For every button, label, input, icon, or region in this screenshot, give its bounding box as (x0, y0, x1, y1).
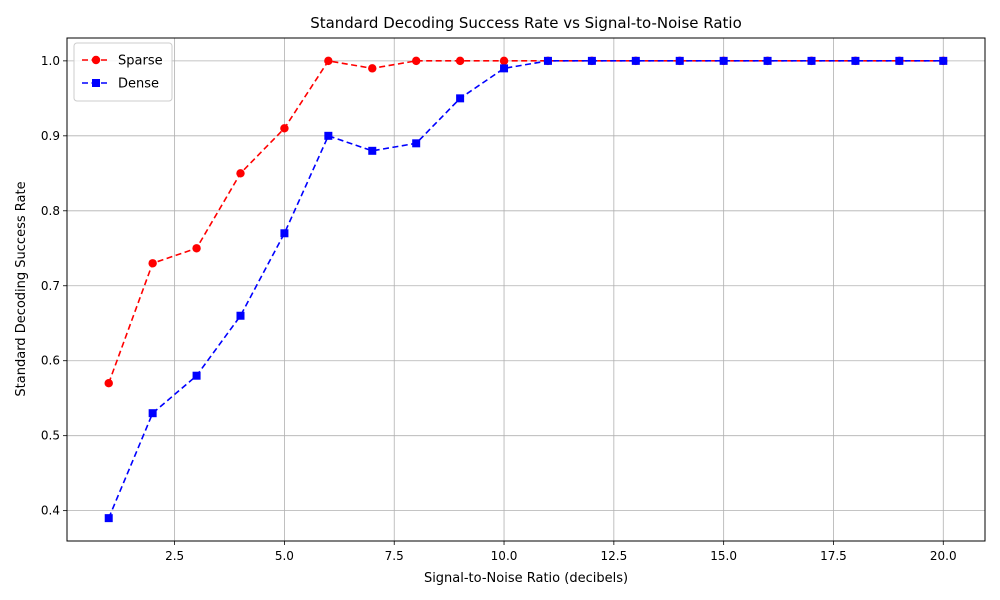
x-tick-label: 5.0 (275, 549, 294, 563)
legend: Sparse Dense (73, 42, 173, 102)
data-point-dense (587, 56, 596, 65)
x-tick-label: 15.0 (710, 549, 737, 563)
x-tick-label: 17.5 (820, 549, 847, 563)
legend-swatch-marker (92, 79, 100, 87)
data-point-dense (895, 56, 904, 65)
legend-box (73, 42, 173, 102)
data-point-dense (807, 56, 816, 65)
data-point-dense (280, 229, 289, 238)
y-tick-label: 0.4 (41, 504, 60, 518)
y-tick-label: 0.8 (41, 204, 60, 218)
x-tick-label: 20.0 (930, 549, 957, 563)
series-line-sparse (107, 59, 944, 384)
axis-ticks: 2.5 5.0 7.5 10.0 12.5 15.0 17.5 20.0 0.4 0.5 0.6 0.… (41, 54, 957, 563)
data-point-dense (456, 94, 465, 103)
data-point-sparse (499, 56, 509, 66)
grid-lines (67, 38, 985, 541)
y-axis-label: Standard Decoding Success Rate (14, 181, 29, 396)
data-point-dense (851, 56, 860, 65)
legend-item-dense: Dense (82, 77, 159, 92)
data-point-sparse (104, 379, 113, 388)
legend-label: Dense (118, 77, 159, 92)
data-point-sparse (455, 56, 465, 66)
data-point-sparse (236, 169, 245, 178)
plot-area-frame (66, 37, 986, 542)
data-point-sparse (324, 56, 333, 66)
x-tick-label: 12.5 (600, 549, 627, 563)
y-tick-label: 0.9 (41, 129, 60, 143)
series-dense (104, 56, 948, 523)
series-sparse (104, 56, 948, 388)
y-tick-label: 0.7 (41, 279, 60, 293)
chart-title: Standard Decoding Success Rate vs Signal… (310, 14, 742, 32)
legend-label: Sparse (118, 54, 163, 69)
data-point-dense (412, 139, 421, 148)
x-tick-label: 7.5 (385, 549, 404, 563)
y-tick-label: 1.0 (41, 54, 60, 68)
x-tick-label: 10.0 (491, 549, 518, 563)
x-axis-label: Signal-to-Noise Ratio (decibels) (424, 571, 628, 586)
data-point-dense (675, 56, 684, 65)
data-point-sparse (192, 244, 201, 253)
series-line-dense (107, 60, 944, 519)
data-point-dense (104, 514, 113, 523)
data-point-sparse (280, 124, 289, 133)
y-tick-label: 0.6 (41, 354, 60, 368)
data-point-sparse (368, 64, 377, 73)
data-point-dense (324, 131, 333, 140)
y-tick-label: 0.5 (41, 429, 60, 443)
legend-swatch-marker (91, 55, 101, 65)
legend-item-sparse: Sparse (82, 54, 163, 69)
data-point-sparse (148, 259, 157, 268)
x-tick-label: 2.5 (165, 549, 184, 563)
data-point-dense (631, 56, 640, 65)
data-series (104, 56, 948, 523)
data-point-dense (500, 64, 509, 73)
data-point-dense (236, 311, 245, 320)
data-point-dense (192, 371, 201, 380)
data-point-dense (543, 56, 552, 65)
data-point-dense (763, 56, 772, 65)
data-point-dense (719, 56, 728, 65)
data-point-dense (368, 146, 377, 155)
data-point-sparse (411, 56, 421, 66)
data-point-dense (939, 56, 948, 65)
data-point-dense (148, 409, 157, 418)
